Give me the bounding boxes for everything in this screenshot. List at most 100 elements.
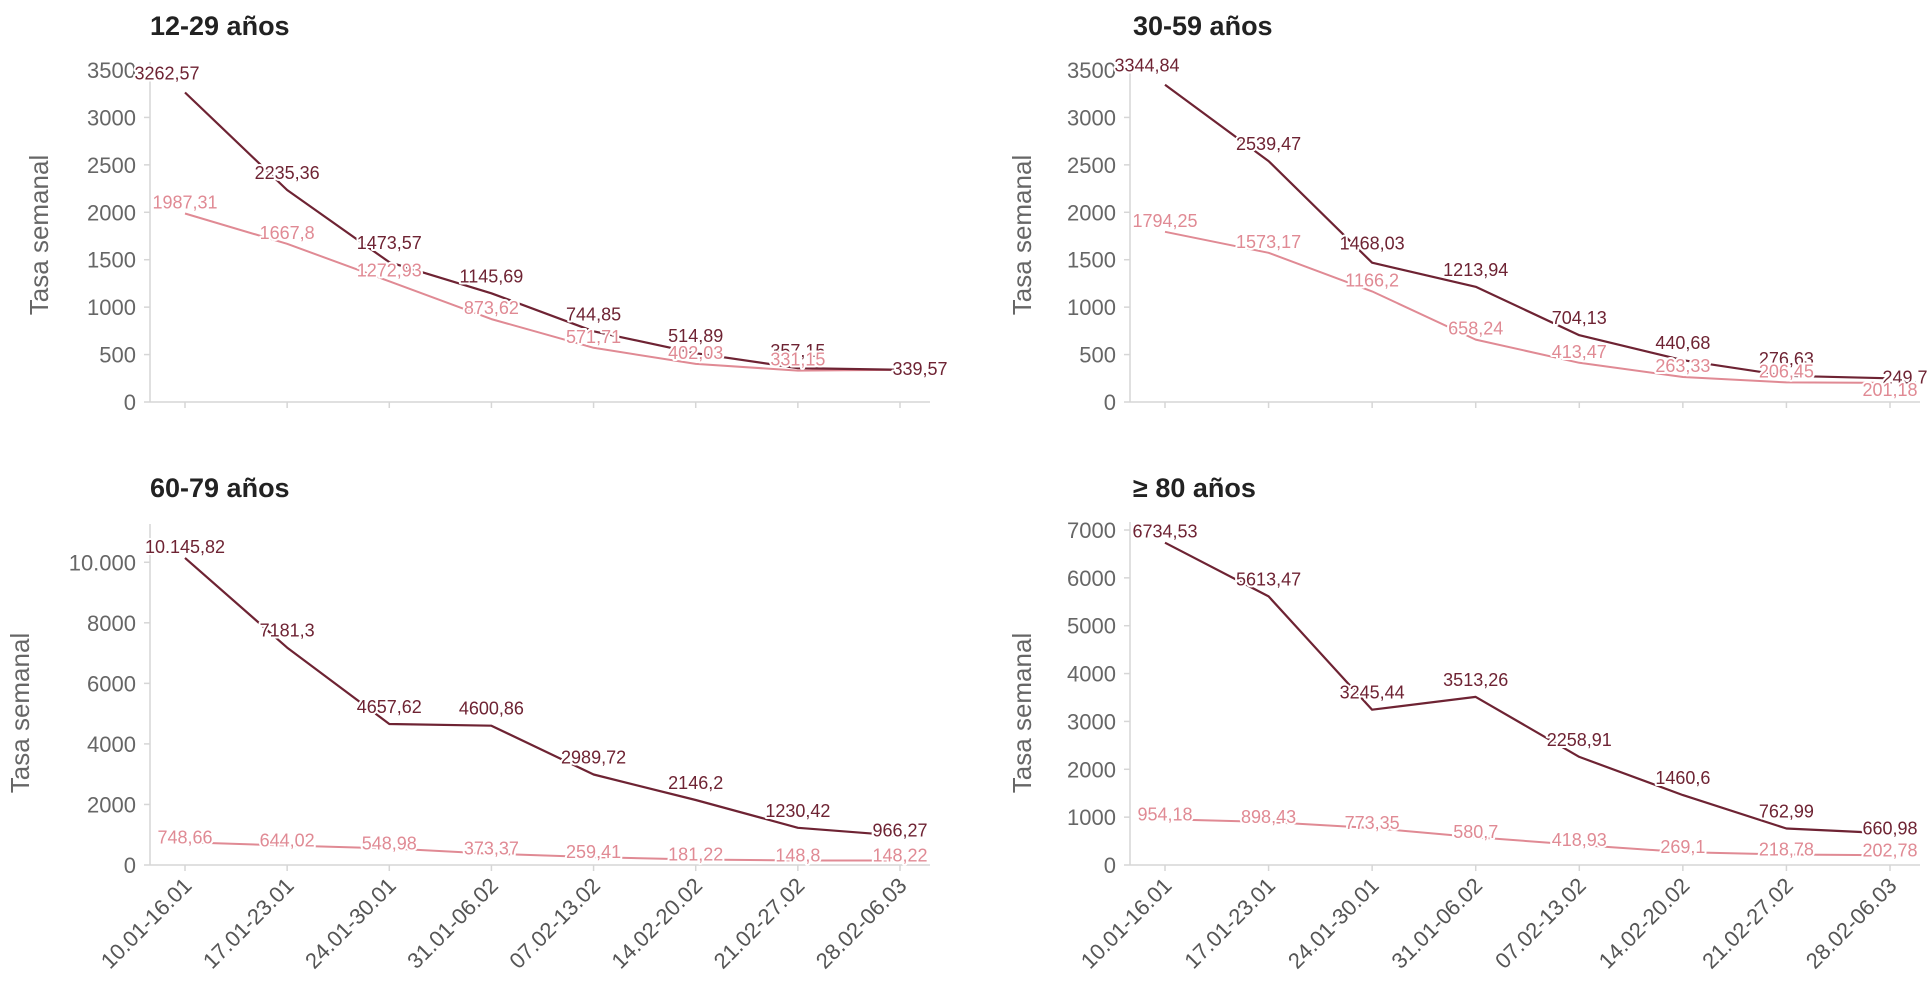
y-tick-label: 500 bbox=[99, 343, 136, 368]
chart-panel-2: 30-59 años Tasa semanal 0 500 1000 1500 2000 25… bbox=[1007, 11, 1928, 415]
data-label: 2539,47 bbox=[1236, 134, 1301, 154]
x-tick-label: 31.01-06.02 bbox=[1387, 873, 1488, 974]
x-tick-label: 07.02-13.02 bbox=[1490, 873, 1591, 974]
series-line-light bbox=[1164, 818, 1891, 857]
data-label: 339,57 bbox=[892, 359, 947, 379]
data-label: 1230,42 bbox=[765, 801, 830, 821]
data-label: 148,8 bbox=[775, 845, 820, 865]
x-tick-label: 17.01-23.01 bbox=[198, 873, 299, 974]
data-label: 357,15 bbox=[770, 341, 825, 361]
series-line-light bbox=[184, 841, 900, 862]
data-label: 1794,25 bbox=[1132, 211, 1197, 231]
data-label: 10.145,82 bbox=[145, 537, 225, 557]
chart-panel-1: 12-29 años Tasa semanal 0 500 1000 1500 2000 25… bbox=[24, 11, 950, 415]
y-tick-label: 7000 bbox=[1067, 518, 1116, 543]
data-label: 3513,26 bbox=[1443, 670, 1508, 690]
y-tick-label: 10.000 bbox=[69, 550, 136, 575]
chart-panels: 12-29 años Tasa semanal 0 500 1000 1500 2000 25… bbox=[5, 11, 1928, 974]
data-label: 148,22 bbox=[872, 846, 927, 866]
data-label: 259,41 bbox=[566, 842, 621, 862]
data-label: 218,78 bbox=[1759, 840, 1814, 860]
data-label: 580,7 bbox=[1453, 822, 1498, 842]
data-label: 548,98 bbox=[362, 833, 417, 853]
data-label: 263,33 bbox=[1655, 356, 1710, 376]
x-tick-label: 31.01-06.02 bbox=[402, 873, 503, 974]
data-label: 2989,72 bbox=[561, 747, 626, 767]
series-line-light bbox=[184, 212, 901, 372]
data-label: 898,43 bbox=[1241, 807, 1296, 827]
data-label: 571,71 bbox=[566, 327, 621, 347]
data-label: 181,22 bbox=[668, 845, 723, 865]
y-tick-label: 0 bbox=[1104, 853, 1116, 878]
y-tick-label: 2000 bbox=[1067, 757, 1116, 782]
data-label: 748,66 bbox=[157, 827, 212, 847]
data-label: 402,03 bbox=[668, 343, 723, 363]
y-tick-label: 6000 bbox=[87, 671, 136, 696]
y-tick-label: 500 bbox=[1079, 343, 1116, 368]
data-label: 3245,44 bbox=[1340, 683, 1405, 703]
data-label: 514,89 bbox=[668, 326, 723, 346]
y-axis-label: Tasa semanal bbox=[5, 633, 35, 793]
series-line-dark bbox=[184, 91, 901, 371]
series-line-dark bbox=[184, 557, 901, 837]
data-label: 966,27 bbox=[872, 821, 927, 841]
y-tick-label: 0 bbox=[1104, 390, 1116, 415]
x-tick-label: 14.02-20.02 bbox=[607, 873, 708, 974]
data-label: 762,99 bbox=[1759, 801, 1814, 821]
y-tick-label: 1500 bbox=[1067, 248, 1116, 273]
data-label: 202,78 bbox=[1862, 840, 1917, 860]
x-tick-label: 24.01-30.01 bbox=[300, 873, 401, 974]
data-label: 201,18 bbox=[1862, 380, 1917, 400]
y-tick-label: 0 bbox=[124, 853, 136, 878]
y-tick-label: 8000 bbox=[87, 611, 136, 636]
data-label: 1987,31 bbox=[152, 192, 217, 212]
x-tick-label: 28.02-06.03 bbox=[1801, 873, 1902, 974]
series-line-dark bbox=[1164, 83, 1891, 380]
data-label: 206,45 bbox=[1759, 361, 1814, 381]
y-tick-label: 1000 bbox=[1067, 295, 1116, 320]
y-axis-label: Tasa semanal bbox=[24, 155, 54, 315]
data-label: 413,47 bbox=[1552, 342, 1607, 362]
y-tick-label: 2500 bbox=[1067, 153, 1116, 178]
y-tick-label: 3500 bbox=[1067, 58, 1116, 83]
data-label: 269,1 bbox=[1660, 837, 1705, 857]
data-label: 2258,91 bbox=[1547, 730, 1612, 750]
data-label: 331,15 bbox=[770, 350, 825, 370]
y-tick-label: 1500 bbox=[87, 248, 136, 273]
x-tick-label: 17.01-23.01 bbox=[1179, 873, 1280, 974]
data-label: 5613,47 bbox=[1236, 569, 1301, 589]
data-label: 873,62 bbox=[464, 298, 519, 318]
data-label: 644,02 bbox=[260, 831, 315, 851]
panel-title: ≥ 80 años bbox=[1133, 473, 1256, 503]
x-tick-label: 07.02-13.02 bbox=[504, 873, 605, 974]
panel-title: 60-79 años bbox=[150, 473, 290, 503]
x-tick-label: 24.01-30.01 bbox=[1283, 873, 1384, 974]
data-label: 1667,8 bbox=[260, 223, 315, 243]
y-tick-label: 1000 bbox=[87, 295, 136, 320]
y-tick-label: 2500 bbox=[87, 153, 136, 178]
y-tick-label: 2000 bbox=[1067, 200, 1116, 225]
data-label: 6734,53 bbox=[1132, 522, 1197, 542]
data-label: 4657,62 bbox=[357, 697, 422, 717]
data-label: 7181,3 bbox=[260, 621, 315, 641]
chart-panel-4: ≥ 80 años Tasa semanal 0 1000 2000 3000 4000 50… bbox=[1007, 473, 1920, 974]
data-label: 1468,03 bbox=[1340, 234, 1405, 254]
y-axis-label: Tasa semanal bbox=[1007, 633, 1037, 793]
data-label: 704,13 bbox=[1552, 308, 1607, 328]
y-tick-label: 3500 bbox=[87, 58, 136, 83]
x-tick-label: 28.02-06.03 bbox=[811, 873, 912, 974]
panel-title: 12-29 años bbox=[150, 11, 290, 41]
data-label: 276,63 bbox=[1759, 349, 1814, 369]
data-label: 418,93 bbox=[1552, 830, 1607, 850]
x-tick-label: 10.01-16.01 bbox=[96, 873, 197, 974]
data-label: 1460,6 bbox=[1655, 768, 1710, 788]
data-label: 2146,2 bbox=[668, 773, 723, 793]
y-tick-label: 3000 bbox=[1067, 709, 1116, 734]
data-label: 4600,86 bbox=[459, 699, 524, 719]
data-label: 1166,2 bbox=[1345, 270, 1399, 290]
y-tick-label: 3000 bbox=[87, 105, 136, 130]
data-label: 773,35 bbox=[1345, 813, 1400, 833]
x-tick-label: 10.01-16.01 bbox=[1076, 873, 1177, 974]
data-label: 249,76 bbox=[1882, 367, 1928, 387]
